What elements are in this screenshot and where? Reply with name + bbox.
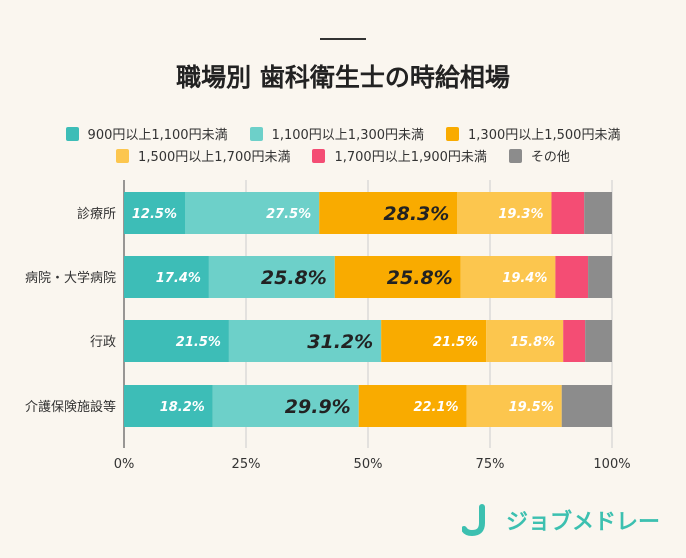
bar-segment [228,320,382,362]
bar-segment [457,192,552,234]
bar-segment [381,320,487,362]
category-label: 診療所 [77,206,116,222]
data-label: 12.5% [132,207,177,222]
brand-logo: ジョブメドレー [462,503,660,537]
legend-row-1: 900円以上1,100円未満 1,100円以上1,300円未満 1,300円以上1,… [0,124,686,143]
data-label: 21.5% [176,335,221,350]
bar-segment [334,256,461,298]
bar-segment [585,320,612,362]
bar-segment [486,320,564,362]
legend-row-2: 1,500円以上1,700円未満 1,700円以上1,900円未満 その他 [0,146,686,165]
x-tick-label: 50% [354,457,383,472]
data-label: 22.1% [413,400,458,415]
legend-item: 1,500円以上1,700円未満 [116,146,290,165]
x-tick-label: 100% [593,457,630,472]
legend-item: 1,700円以上1,900円未満 [312,146,487,165]
legend-swatch [312,148,326,163]
legend-item: 1,100円以上1,300円未満 [249,124,425,143]
x-tick-label: 25% [232,457,261,472]
bar-segment [561,385,612,427]
x-tick-label: 0% [114,457,135,472]
bar-segment [212,385,359,427]
brand-logo-icon [462,504,485,537]
data-label: 29.9% [285,396,351,418]
bar-segment [124,385,213,427]
data-label: 15.8% [510,335,555,350]
bar-segment [208,256,335,298]
bar-segment [563,320,586,362]
bar-segment [584,192,612,234]
category-label: 介護保険施設等 [25,399,116,415]
legend-label: 1,300円以上1,500円未満 [468,128,621,143]
data-label: 21.5% [433,335,478,350]
chart-title: 職場別 歯科衛生士の時給相場 [176,63,510,92]
data-label: 25.8% [261,267,327,289]
legend-item: 900円以上1,100円未満 [65,124,228,143]
bar-segment [588,256,612,298]
data-label: 27.5% [266,207,311,222]
bar-segment [124,256,209,298]
legend-label: 1,500円以上1,700円未満 [138,150,291,165]
bar-segment [124,320,229,362]
legend-swatch [65,126,79,141]
legend-label: 1,700円以上1,900円未満 [334,150,487,165]
legend-item: 1,300円以上1,500円未満 [446,124,620,143]
brand-name: ジョブメドレー [506,510,661,535]
bar-segment [358,385,467,427]
bar-segment [460,256,556,298]
bar-segment [466,385,562,427]
bar-segment [551,192,585,234]
legend-item: その他 [508,146,570,165]
bar-segment [124,192,185,234]
legend-label: 1,100円以上1,300円未満 [271,128,425,143]
x-tick-label: 75% [476,457,505,472]
legend-swatch [249,126,263,141]
data-label: 19.5% [509,400,554,415]
data-label: 25.8% [387,267,453,289]
category-label: 病院・大学病院 [25,270,116,286]
title-decoration-line [320,38,366,40]
data-label: 17.4% [156,271,201,286]
legend-label: 900円以上1,100円未満 [87,128,228,143]
legend-swatch [508,148,522,163]
data-label: 31.2% [307,331,373,353]
category-label: 行政 [90,335,116,350]
data-label: 19.4% [502,271,547,286]
legend-swatch [446,126,460,141]
data-label: 18.2% [160,400,205,415]
bar-segment [185,192,320,234]
data-label: 28.3% [383,203,449,225]
bar-segment [319,192,458,234]
legend-label: その他 [530,150,570,165]
data-label: 19.3% [498,207,543,222]
legend-swatch [116,148,130,163]
bar-segment [555,256,589,298]
